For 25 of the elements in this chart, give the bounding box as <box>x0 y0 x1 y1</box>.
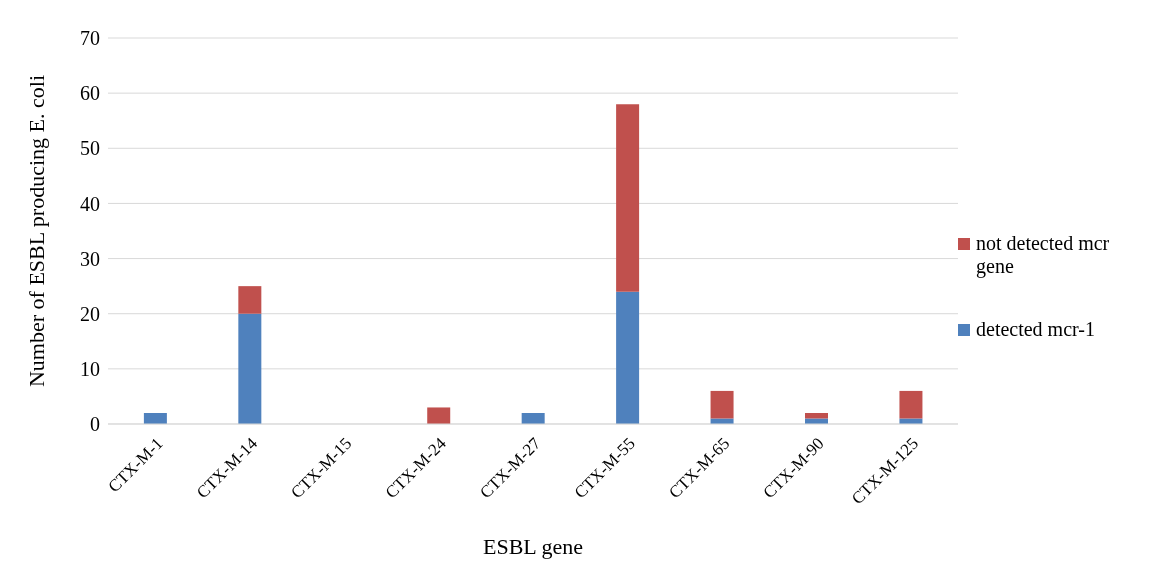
y-tick-label: 20 <box>80 302 100 325</box>
bar <box>805 418 828 424</box>
bar <box>143 412 167 424</box>
bar <box>521 412 545 424</box>
y-axis-title: Number of ESBL producing E. coli <box>23 74 49 388</box>
bar <box>805 412 828 419</box>
y-tick-label: 40 <box>80 192 100 215</box>
bar <box>238 313 262 424</box>
bar <box>710 390 734 419</box>
bar <box>710 418 734 424</box>
bar <box>238 286 262 314</box>
bar <box>427 407 451 424</box>
bar <box>899 418 923 424</box>
legend-label: detected mcr-1 <box>976 317 1095 341</box>
y-tick-label: 10 <box>80 357 100 380</box>
bar <box>899 390 923 419</box>
y-tick-label: 0 <box>90 413 100 436</box>
y-tick-label: 30 <box>80 247 100 270</box>
y-tick-label: 50 <box>80 137 100 160</box>
bar <box>616 104 640 292</box>
bar <box>616 291 640 424</box>
legend-label: not detected mcr gene <box>976 231 1111 278</box>
y-tick-label: 60 <box>80 82 100 105</box>
y-tick-label: 70 <box>80 27 100 50</box>
x-axis-title: ESBL gene <box>483 534 583 559</box>
